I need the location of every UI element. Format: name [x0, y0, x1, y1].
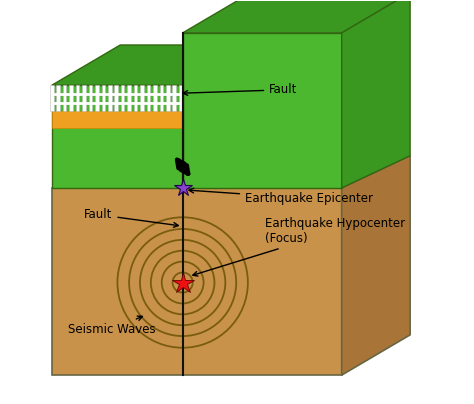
Bar — [89, 85, 92, 112]
Polygon shape — [52, 112, 182, 128]
Bar — [173, 85, 176, 112]
Text: Fault: Fault — [183, 83, 298, 96]
Bar — [95, 85, 99, 112]
Text: Fault: Fault — [84, 208, 178, 227]
Bar — [153, 85, 156, 112]
Polygon shape — [182, 0, 410, 33]
Polygon shape — [52, 85, 182, 188]
Bar — [82, 85, 86, 112]
Bar — [134, 85, 137, 112]
Bar — [166, 85, 170, 112]
Bar — [140, 85, 144, 112]
Bar — [50, 85, 54, 112]
Bar — [121, 85, 125, 112]
Bar — [160, 85, 163, 112]
Bar — [114, 85, 118, 112]
Text: Earthquake Epicenter: Earthquake Epicenter — [189, 188, 373, 205]
Bar — [69, 85, 73, 112]
Text: Seismic Waves: Seismic Waves — [68, 316, 155, 336]
Bar — [56, 85, 60, 112]
Bar — [101, 85, 105, 112]
Polygon shape — [52, 188, 342, 375]
Bar — [63, 85, 66, 112]
Polygon shape — [342, 156, 410, 375]
Bar — [146, 85, 150, 112]
Polygon shape — [52, 45, 251, 85]
Bar — [128, 85, 131, 112]
Bar — [76, 85, 79, 112]
Bar — [179, 85, 182, 112]
Bar — [108, 85, 111, 112]
Text: Earthquake Hypocenter
(Focus): Earthquake Hypocenter (Focus) — [193, 217, 405, 276]
Polygon shape — [342, 0, 410, 188]
Polygon shape — [182, 33, 342, 188]
